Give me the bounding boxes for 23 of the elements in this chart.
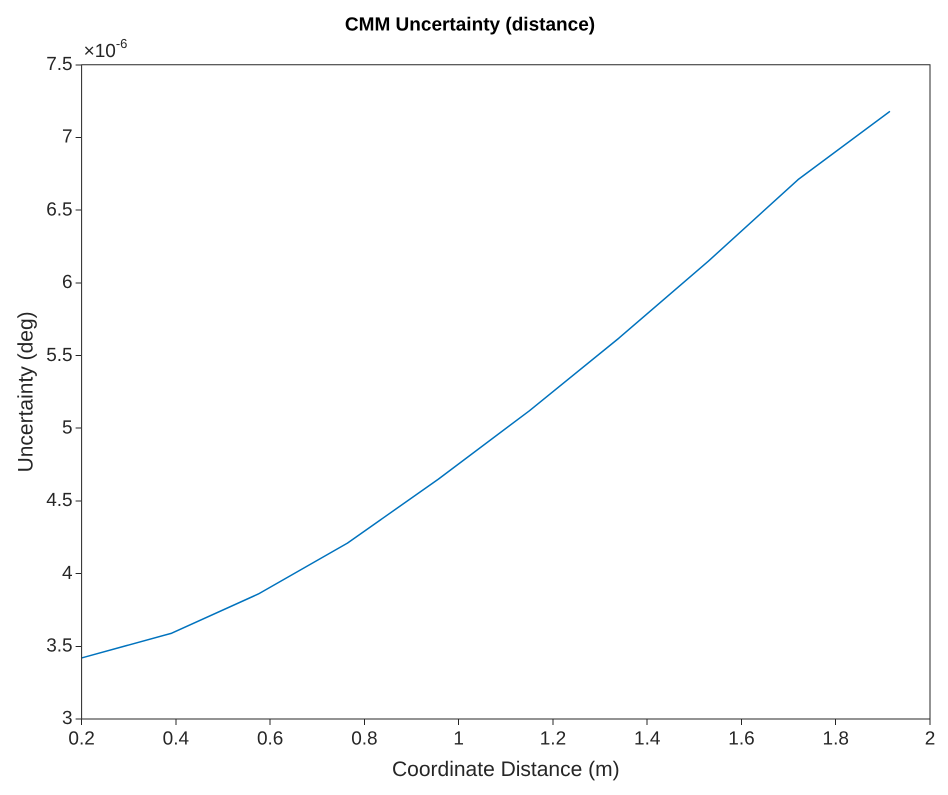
x-tick-label: 1.4 <box>634 728 661 750</box>
x-tick-label: 1 <box>453 728 464 750</box>
y-tick-label: 4 <box>62 562 74 584</box>
y-axis-title: Uncertainty (deg) <box>14 311 38 472</box>
y-tick-label: 4.5 <box>46 490 73 512</box>
y-tick-label: 3.5 <box>46 636 73 657</box>
y-tick-label: 3 <box>62 708 73 730</box>
x-tick-label: 1.2 <box>540 728 566 750</box>
y-tick-label: 7 <box>62 126 73 148</box>
x-tick-label: 1.6 <box>728 728 755 750</box>
x-tick-label: 0.4 <box>162 728 190 750</box>
y-tick-label: 6.5 <box>46 199 73 220</box>
x-tick-label: 0.8 <box>351 728 378 750</box>
y-tick-label: 7.5 <box>46 54 73 76</box>
y-tick-label: 5 <box>62 417 73 438</box>
x-tick-label: 0.2 <box>68 728 95 750</box>
chart-title: CMM Uncertainty (distance) <box>344 14 596 36</box>
y-tick-label: 5.5 <box>46 344 73 366</box>
x-tick-label: 2 <box>924 728 936 750</box>
x-axis-title: Coordinate Distance (m) <box>392 758 620 782</box>
x-tick-label: 1.8 <box>822 728 849 750</box>
y-tick-label: 6 <box>62 272 73 294</box>
x-tick-label: 0.6 <box>256 728 284 750</box>
